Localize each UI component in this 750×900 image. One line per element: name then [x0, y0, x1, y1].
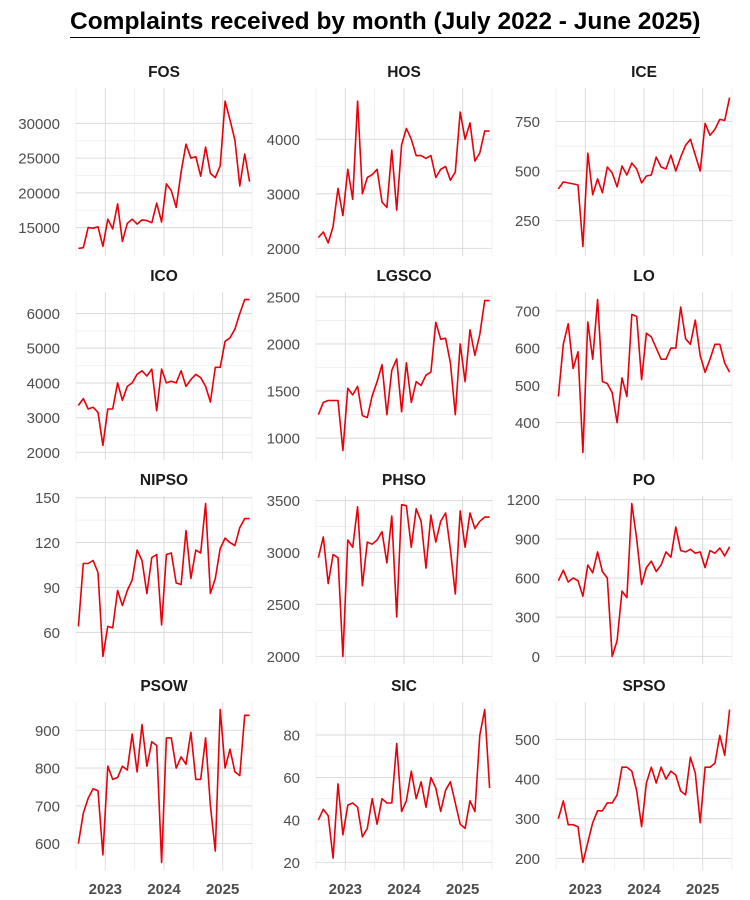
- panel-phso-strip-label: PHSO: [382, 472, 426, 489]
- panel-ico-series-line: [77, 298, 250, 447]
- panel-ico-strip-label: ICO: [150, 268, 178, 285]
- panel-ice-y-tick-label: 500: [515, 164, 540, 181]
- panel-ice-series-line: [557, 97, 731, 248]
- panel-ice-strip-label: ICE: [631, 64, 657, 81]
- panel-psow-y-tick-label: 700: [35, 798, 60, 815]
- panel-fos-strip-label: FOS: [148, 64, 180, 81]
- panel-lo-y-tick-label: 600: [515, 341, 540, 358]
- panel-phso-y-tick-label: 3500: [267, 493, 300, 510]
- panel-hos-y-tick-label: 3000: [267, 186, 300, 203]
- panel-hos-strip-label: HOS: [387, 64, 421, 81]
- panel-po-y-tick-label: 600: [515, 571, 540, 588]
- panel-sic-y-tick-label: 20: [283, 855, 300, 872]
- panel-fos-y-tick-label: 20000: [18, 185, 60, 202]
- panel-lo-y-tick-label: 500: [515, 378, 540, 395]
- panel-spso-x-tick-label: 2025: [686, 881, 719, 898]
- panel-lgsco-y-tick-label: 1500: [267, 384, 300, 401]
- panel-po-y-tick-label: 0: [532, 649, 540, 666]
- panel-po-y-tick-label: 900: [515, 531, 540, 548]
- panel-po-series-line: [557, 502, 731, 658]
- panel-lgsco-y-tick-label: 2000: [267, 336, 300, 353]
- chart-title: Complaints received by month (July 2022 …: [70, 7, 701, 38]
- panel-nipso-strip-label: NIPSO: [140, 472, 188, 489]
- panel-sic-x-tick-label: 2023: [329, 881, 362, 898]
- panel-psow-series-line: [77, 708, 250, 864]
- panel-psow-y-tick-label: 800: [35, 761, 60, 778]
- panel-ico-y-tick-label: 4000: [27, 375, 60, 392]
- panel-ico-y-tick-label: 2000: [27, 445, 60, 462]
- panel-nipso-y-tick-label: 120: [35, 535, 60, 552]
- panel-spso-x-tick-label: 2024: [627, 881, 661, 898]
- panel-lgsco-series-line: [317, 299, 490, 452]
- panel-spso-series-line: [557, 709, 731, 864]
- panel-sic-x-tick-label: 2025: [446, 881, 479, 898]
- panel-lo-strip-label: LO: [633, 268, 655, 285]
- panel-psow-y-tick-label: 900: [35, 723, 60, 740]
- panel-psow-y-tick-label: 600: [35, 836, 60, 853]
- panel-lgsco-y-tick-label: 1000: [267, 431, 300, 448]
- panel-po-y-tick-label: 300: [515, 610, 540, 627]
- panel-sic-y-tick-label: 80: [283, 728, 300, 745]
- panel-sic-strip-label: SIC: [391, 678, 417, 695]
- panel-spso-y-tick-label: 500: [515, 732, 540, 749]
- panel-ice-y-tick-label: 750: [515, 114, 540, 131]
- panel-lo-series-line: [557, 298, 731, 454]
- panel-po-strip-label: PO: [633, 472, 655, 489]
- panel-sic-y-tick-label: 60: [283, 770, 300, 787]
- panel-ico-y-tick-label: 5000: [27, 341, 60, 358]
- panel-nipso-y-tick-label: 150: [35, 490, 60, 507]
- panel-lgsco-y-tick-label: 2500: [267, 289, 300, 306]
- panel-psow-x-tick-label: 2023: [89, 881, 122, 898]
- panel-spso-y-tick-label: 300: [515, 811, 540, 828]
- panel-hos-y-tick-label: 2000: [267, 241, 300, 258]
- panel-nipso-series-line: [77, 502, 250, 658]
- panel-phso-y-tick-label: 2500: [267, 597, 300, 614]
- panel-po-y-tick-label: 1200: [507, 492, 540, 509]
- panel-psow-strip-label: PSOW: [140, 678, 188, 695]
- panel-ico-y-tick-label: 6000: [27, 306, 60, 323]
- panel-spso-x-tick-label: 2023: [569, 881, 602, 898]
- panel-nipso-y-tick-label: 60: [43, 625, 60, 642]
- panel-fos-y-tick-label: 25000: [18, 151, 60, 168]
- panel-phso-series-line: [317, 503, 490, 658]
- panel-ico-y-tick-label: 3000: [27, 410, 60, 427]
- panel-lo-y-tick-label: 700: [515, 303, 540, 320]
- panel-sic-x-tick-label: 2024: [387, 881, 421, 898]
- panel-spso-y-tick-label: 400: [515, 772, 540, 789]
- panel-sic-y-tick-label: 40: [283, 812, 300, 829]
- panel-psow-x-tick-label: 2025: [206, 881, 239, 898]
- panel-psow-x-tick-label: 2024: [147, 881, 181, 898]
- panel-lgsco-strip-label: LGSCO: [376, 268, 431, 285]
- panel-sic-series-line: [317, 708, 491, 859]
- panel-phso-y-tick-label: 2000: [267, 649, 300, 666]
- panel-fos-y-tick-label: 15000: [18, 220, 60, 237]
- panel-fos-y-tick-label: 30000: [18, 116, 60, 133]
- panel-spso-strip-label: SPSO: [622, 678, 665, 695]
- panel-ice-y-tick-label: 250: [515, 213, 540, 230]
- panel-phso-y-tick-label: 3000: [267, 545, 300, 562]
- panel-fos-series-line: [78, 100, 251, 250]
- panel-lo-y-tick-label: 400: [515, 415, 540, 432]
- panel-hos-y-tick-label: 4000: [267, 132, 300, 149]
- panel-spso-y-tick-label: 200: [515, 851, 540, 868]
- panel-hos-series-line: [317, 100, 490, 244]
- panel-nipso-y-tick-label: 90: [43, 580, 60, 597]
